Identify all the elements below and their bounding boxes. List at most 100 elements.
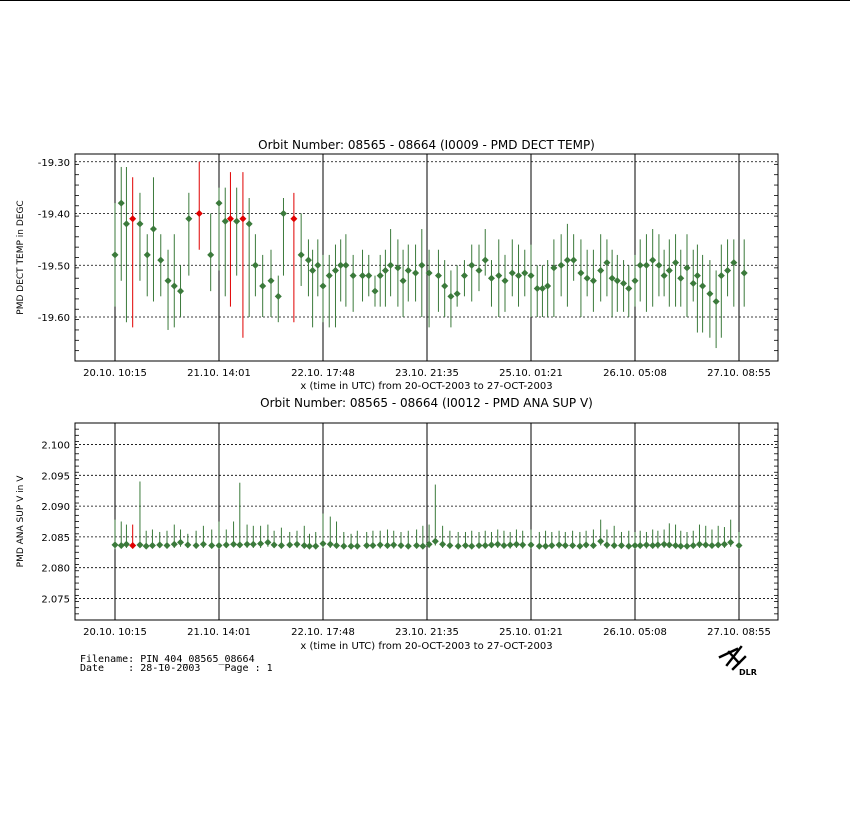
x-tick-label: 21.10. 14:01 xyxy=(187,627,251,638)
data-point xyxy=(199,540,207,548)
data-point xyxy=(394,264,402,272)
data-point xyxy=(519,541,527,549)
data-point xyxy=(608,274,616,282)
y-tick-label: -19.40 xyxy=(38,210,70,221)
data-point xyxy=(665,266,673,274)
y-tick-label: 2.100 xyxy=(41,441,70,452)
data-point xyxy=(312,542,320,550)
data-point xyxy=(461,542,469,550)
x-tick-label: 20.10. 10:15 xyxy=(83,368,147,379)
data-point xyxy=(501,277,509,285)
data-point xyxy=(267,277,275,285)
data-point xyxy=(454,542,462,550)
data-point xyxy=(468,542,476,550)
data-point xyxy=(286,541,294,549)
data-point xyxy=(613,277,621,285)
data-point xyxy=(625,542,633,550)
data-point xyxy=(319,540,327,548)
data-point xyxy=(274,292,282,300)
data-point xyxy=(570,256,578,264)
data-point xyxy=(353,542,361,550)
date-page-line: Date : 28-10-2003 Page : 1 xyxy=(80,663,273,674)
x-axis-label: x (time in UTC) from 20-OCT-2003 to 27-O… xyxy=(300,641,552,652)
x-tick-label: 25.10. 01:21 xyxy=(499,368,563,379)
data-point xyxy=(660,272,668,280)
data-point xyxy=(589,542,597,550)
data-point xyxy=(371,287,379,295)
data-point xyxy=(620,279,628,287)
data-point xyxy=(542,542,550,550)
data-point xyxy=(349,272,357,280)
y-axis-label: PMD ANA SUP V in V xyxy=(16,475,26,568)
data-point xyxy=(249,540,257,548)
data-point xyxy=(376,541,384,549)
data-point xyxy=(535,542,543,550)
data-point xyxy=(555,541,563,549)
data-point xyxy=(500,542,508,550)
data-point xyxy=(508,269,516,277)
data-point xyxy=(561,542,569,550)
data-point xyxy=(538,285,546,293)
x-tick-label: 26.10. 05:08 xyxy=(603,368,667,379)
data-point xyxy=(683,542,691,550)
data-point xyxy=(264,538,272,546)
data-point xyxy=(342,261,350,269)
data-point xyxy=(293,540,301,548)
chart-title: Orbit Number: 08565 - 08664 (I0012 - PMD… xyxy=(260,396,593,410)
data-point xyxy=(655,261,663,269)
data-point xyxy=(527,541,535,549)
y-tick-label: 2.085 xyxy=(41,533,70,544)
x-tick-label: 22.10. 17:48 xyxy=(291,627,355,638)
data-point xyxy=(418,261,426,269)
data-point xyxy=(319,282,327,290)
data-point xyxy=(257,540,265,548)
data-point xyxy=(677,274,685,282)
data-point xyxy=(494,540,502,548)
data-point xyxy=(548,542,556,550)
data-point xyxy=(399,277,407,285)
top-border-line xyxy=(0,0,850,1)
data-point xyxy=(297,251,305,259)
data-point xyxy=(170,540,178,548)
data-point xyxy=(712,297,720,305)
y-tick-label: 2.075 xyxy=(41,594,70,605)
data-point xyxy=(337,261,345,269)
data-point xyxy=(724,266,732,274)
data-point xyxy=(111,541,119,549)
data-point xyxy=(376,272,384,280)
data-point xyxy=(569,542,577,550)
data-point xyxy=(195,210,203,218)
data-point xyxy=(695,540,703,548)
data-point xyxy=(603,259,611,267)
data-point xyxy=(314,261,322,269)
data-point xyxy=(544,282,552,290)
data-point xyxy=(156,541,164,549)
data-point xyxy=(305,542,313,550)
data-point xyxy=(215,199,223,207)
data-point xyxy=(347,542,355,550)
data-point xyxy=(654,541,662,549)
data-point xyxy=(617,542,625,550)
data-point xyxy=(425,269,433,277)
data-point xyxy=(533,285,541,293)
data-point xyxy=(239,215,247,223)
data-point xyxy=(481,542,489,550)
data-point xyxy=(689,279,697,287)
chart-title: Orbit Number: 08565 - 08664 (I0009 - PMD… xyxy=(258,138,595,152)
data-point xyxy=(365,272,373,280)
data-point xyxy=(215,542,223,550)
y-tick-label: 2.095 xyxy=(41,471,70,482)
data-point xyxy=(277,542,285,550)
data-point xyxy=(487,541,495,549)
data-point xyxy=(245,220,253,228)
data-point xyxy=(660,540,668,548)
data-point xyxy=(413,542,421,550)
x-tick-label: 20.10. 10:15 xyxy=(83,627,147,638)
data-point xyxy=(148,542,156,550)
data-point xyxy=(136,220,144,228)
data-point xyxy=(453,290,461,298)
data-point xyxy=(221,217,229,225)
data-point xyxy=(597,537,605,545)
data-point xyxy=(290,215,298,223)
data-point xyxy=(730,259,738,267)
